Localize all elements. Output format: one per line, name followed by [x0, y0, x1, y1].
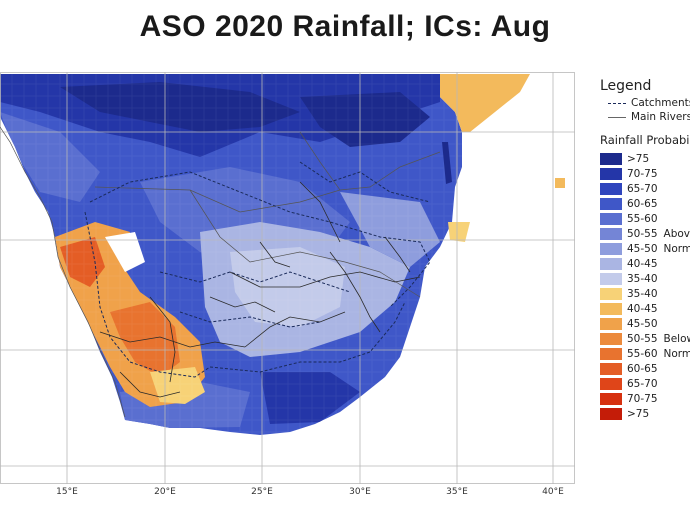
legend-category-label: Below: [663, 332, 690, 345]
legend-class-label: 60-65: [627, 362, 658, 375]
legend-class-row: 40-45: [600, 256, 690, 271]
legend-class-row: 70-75: [600, 391, 690, 406]
lake-malawi: [442, 142, 452, 184]
legend-class-row: 45-50: [600, 316, 690, 331]
legend-class-row: 65-70: [600, 376, 690, 391]
main-rivers: [99, 181, 421, 398]
color-swatch: [600, 347, 622, 360]
legend-class-label: 35-40: [627, 287, 658, 300]
legend-class-label: 70-75: [627, 167, 658, 180]
color-swatch: [600, 197, 622, 210]
country-borders: [0, 126, 441, 418]
color-swatch: [600, 167, 622, 180]
legend-class-row: 35-40: [600, 271, 690, 286]
legend-category-label: Normal: [663, 347, 690, 360]
legend-class-row: 45-50 Normal: [600, 241, 690, 256]
color-swatch: [600, 392, 622, 405]
legend-class-row: 55-60 Normal: [600, 346, 690, 361]
below-normal-madagascar-pixel: [555, 178, 565, 188]
legend-rivers-label: Main Rivers: [631, 111, 690, 123]
legend-category-label: Above: [663, 227, 690, 240]
map-title: ASO 2020 Rainfall; ICs: Aug: [139, 10, 551, 43]
legend-class-row: 50-55 Above: [600, 226, 690, 241]
legend-class-row: 40-45: [600, 301, 690, 316]
dashed-line-symbol: [608, 102, 626, 104]
legend-class-row: 60-65: [600, 361, 690, 376]
catchment-boundaries: [84, 161, 431, 378]
legend-class-label: >75: [627, 152, 650, 165]
legend-class-row: >75: [600, 151, 690, 166]
color-swatch: [600, 317, 622, 330]
color-swatch: [600, 287, 622, 300]
legend-class-label: >75: [627, 407, 650, 420]
lon-tick-35e: 35°E: [446, 487, 468, 497]
color-swatch: [600, 407, 622, 420]
lon-tick-20e: 20°E: [154, 487, 176, 497]
lon-tick-15e: 15°E: [56, 487, 78, 497]
legend-class-row: >75: [600, 406, 690, 421]
legend-class-row: 55-60: [600, 211, 690, 226]
lon-tick-25e: 25°E: [251, 487, 273, 497]
color-swatch: [600, 152, 622, 165]
color-swatch: [600, 257, 622, 270]
legend-class-row: 50-55 Below: [600, 331, 690, 346]
legend-class-label: 35-40: [627, 272, 658, 285]
legend-class-label: 50-55: [627, 332, 658, 345]
below-normal-northeast: [440, 74, 530, 132]
legend-class-label: 65-70: [627, 182, 658, 195]
legend-class-label: 55-60: [627, 212, 658, 225]
land-raster: [0, 74, 565, 435]
legend-class-row: 35-40: [600, 286, 690, 301]
color-swatch: [600, 377, 622, 390]
legend-rivers: Main Rivers: [608, 110, 690, 124]
probability-title: Rainfall Probability: [600, 133, 690, 147]
graticule: [0, 72, 575, 484]
color-swatch: [600, 182, 622, 195]
legend-class-label: 50-55: [627, 227, 658, 240]
color-swatch: [600, 242, 622, 255]
legend-class-label: 70-75: [627, 392, 658, 405]
color-swatch: [600, 302, 622, 315]
probability-classes: >75 70-75 65-70 60-65 55-60 50-55 Above 45-50 No…: [598, 151, 690, 421]
legend-title: Legend: [600, 78, 652, 94]
solid-line-symbol: [608, 116, 626, 118]
legend-class-label: 45-50: [627, 317, 658, 330]
map-legend: Legend Catchments Main Rivers Rainfall P…: [598, 78, 690, 478]
legend-category-label: Normal: [663, 242, 690, 255]
legend-class-row: 60-65: [600, 196, 690, 211]
below-normal-east-coast: [448, 222, 470, 242]
legend-class-label: 65-70: [627, 377, 658, 390]
lon-tick-30e: 30°E: [349, 487, 371, 497]
legend-class-label: 40-45: [627, 302, 658, 315]
legend-class-label: 60-65: [627, 197, 658, 210]
legend-catchments-label: Catchments: [631, 97, 690, 109]
legend-class-label: 40-45: [627, 257, 658, 270]
color-swatch: [600, 212, 622, 225]
legend-class-label: 55-60: [627, 347, 658, 360]
color-swatch: [600, 227, 622, 240]
legend-catchments: Catchments: [608, 96, 690, 110]
legend-class-row: 70-75: [600, 166, 690, 181]
rainfall-map: [0, 72, 575, 484]
color-swatch: [600, 362, 622, 375]
legend-class-label: 45-50: [627, 242, 658, 255]
color-swatch: [600, 272, 622, 285]
legend-class-row: 65-70: [600, 181, 690, 196]
lon-tick-40e: 40°E: [542, 487, 564, 497]
color-swatch: [600, 332, 622, 345]
